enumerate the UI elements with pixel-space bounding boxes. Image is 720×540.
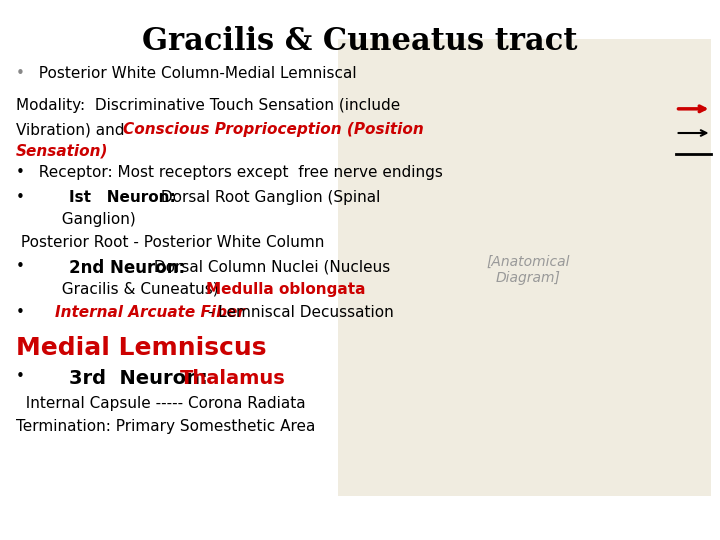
Text: Posterior White Column-Medial Lemniscal: Posterior White Column-Medial Lemniscal: [29, 66, 356, 81]
Text: Thalamus: Thalamus: [180, 369, 286, 388]
Text: •: •: [16, 305, 30, 320]
Text: •: •: [16, 191, 30, 206]
FancyBboxPatch shape: [338, 39, 711, 496]
Text: Conscious Proprioception (Position: Conscious Proprioception (Position: [123, 122, 424, 137]
Text: Gracilis & Cuneatus tract: Gracilis & Cuneatus tract: [143, 25, 577, 57]
Text: Dorsal Column Nuclei (Nucleus: Dorsal Column Nuclei (Nucleus: [149, 259, 391, 274]
Text: Internal Capsule ----- Corona Radiata: Internal Capsule ----- Corona Radiata: [16, 396, 305, 411]
Text: •: •: [16, 165, 30, 180]
Text: Sensation): Sensation): [16, 144, 108, 159]
Text: - Lemniscal Decussation: - Lemniscal Decussation: [203, 305, 394, 320]
Text: 3rd  Neuron:: 3rd Neuron:: [69, 369, 207, 388]
Text: Internal Arcuate Fiber: Internal Arcuate Fiber: [55, 305, 246, 320]
Text: Medial Lemniscus: Medial Lemniscus: [16, 335, 266, 360]
Text: Gracilis & Cuneatus): Gracilis & Cuneatus): [52, 282, 223, 297]
Text: 2nd Neuron:: 2nd Neuron:: [69, 259, 185, 277]
Text: Posterior Root - Posterior White Column: Posterior Root - Posterior White Column: [16, 235, 324, 250]
Text: •: •: [16, 259, 30, 274]
Text: Termination: Primary Somesthetic Area: Termination: Primary Somesthetic Area: [16, 420, 315, 434]
Text: [Anatomical
Diagram]: [Anatomical Diagram]: [487, 255, 570, 285]
Text: Medulla oblongata: Medulla oblongata: [206, 282, 365, 297]
Text: Dorsal Root Ganglion (Spinal: Dorsal Root Ganglion (Spinal: [156, 191, 380, 206]
Text: •: •: [16, 66, 30, 81]
Text: Modality:  Discriminative Touch Sensation (include: Modality: Discriminative Touch Sensation…: [16, 98, 400, 113]
Text: Ist   Neuron:: Ist Neuron:: [69, 191, 176, 206]
Text: Vibration) and: Vibration) and: [16, 122, 134, 137]
Text: •: •: [16, 369, 30, 384]
Text: Receptor: Most receptors except  free nerve endings: Receptor: Most receptors except free ner…: [29, 165, 443, 180]
Text: Ganglion): Ganglion): [52, 212, 135, 227]
